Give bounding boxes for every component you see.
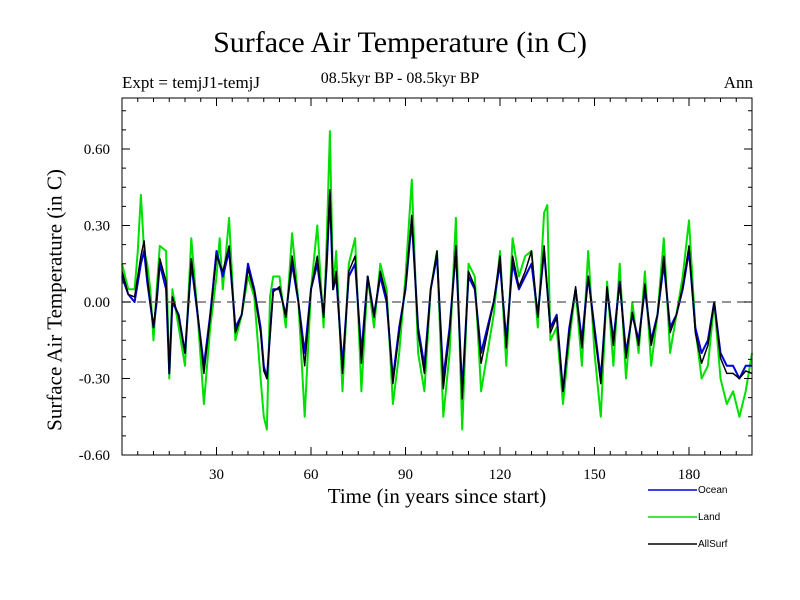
y-tick-label: 0.60 xyxy=(84,142,110,158)
legend-label-ocean: Ocean xyxy=(698,485,727,496)
axes-layer: -0.60 -0.30 0.00 0.30 0.60 30 60 90 120 150 180 xyxy=(79,98,752,483)
chart-subtitle: 08.5kyr BP - 08.5kyr BP xyxy=(320,70,480,87)
series-line-ocean xyxy=(121,193,752,393)
y-tick-label: -0.60 xyxy=(79,448,110,464)
series-layer xyxy=(121,130,753,431)
x-tick-label: 150 xyxy=(583,467,606,483)
x-tick-label: 120 xyxy=(489,467,512,483)
legend-label-allsurf: AllSurf xyxy=(698,539,728,550)
chart-title: Surface Air Temperature (in C) xyxy=(213,26,587,59)
y-tick-label: 0.30 xyxy=(84,219,110,235)
x-tick-label: 30 xyxy=(209,467,224,483)
x-tick-label: 90 xyxy=(398,467,413,483)
x-tick-label: 60 xyxy=(304,467,319,483)
experiment-label: Expt = temjJ1-temjJ xyxy=(122,73,261,92)
x-tick-label: 180 xyxy=(678,467,701,483)
x-axis-label: Time (in years since start) xyxy=(327,484,547,508)
series-line-land xyxy=(121,130,753,431)
legend: Ocean Land AllSurf xyxy=(648,485,728,550)
legend-label-land: Land xyxy=(698,512,720,523)
y-tick-label: -0.30 xyxy=(79,372,110,388)
y-tick-label: 0.00 xyxy=(84,295,110,311)
season-label: Ann xyxy=(723,73,753,92)
series-line-allsurf xyxy=(121,189,753,400)
